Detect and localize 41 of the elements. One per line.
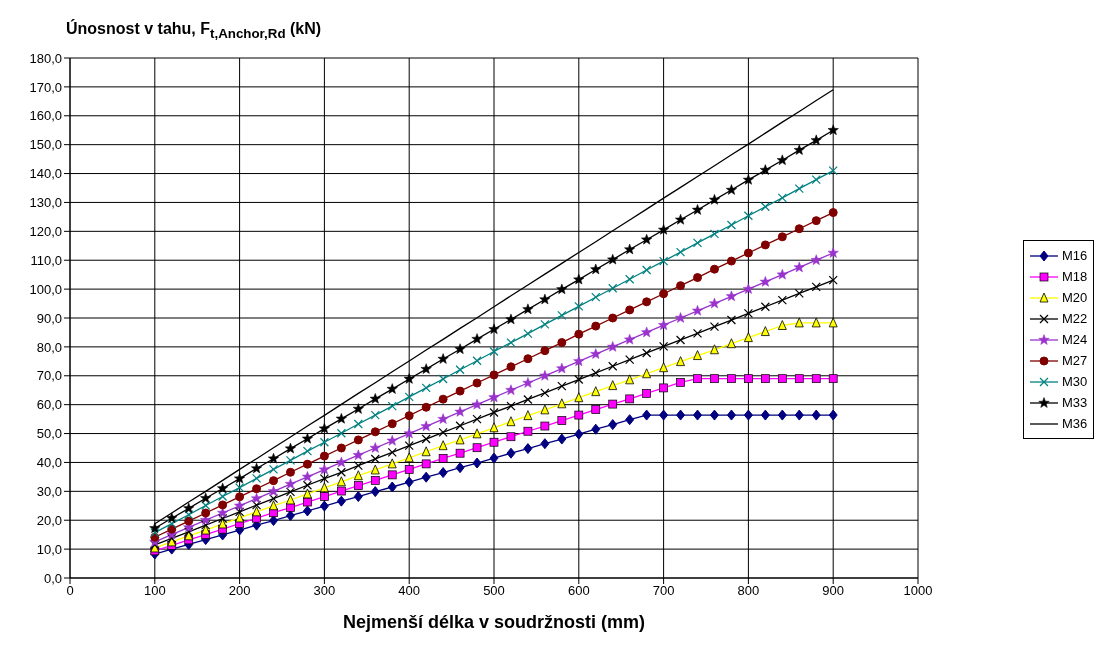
- x-tick-label: 100: [143, 583, 166, 599]
- x-tick-label: 400: [398, 583, 421, 599]
- y-tick-label: 140,0: [29, 166, 62, 182]
- y-tick-label: 90,0: [36, 310, 62, 326]
- legend-label: M18: [1062, 269, 1088, 284]
- x-tick-label: 200: [228, 583, 251, 599]
- legend-label: M16: [1062, 248, 1088, 263]
- y-tick-label: 160,0: [29, 108, 62, 124]
- y-tick-label: 40,0: [36, 455, 62, 471]
- x-tick-label: 0: [66, 583, 74, 599]
- y-tick-label: 30,0: [36, 483, 62, 499]
- legend-label: M24: [1062, 332, 1088, 347]
- y-tick-label: 180,0: [29, 50, 62, 66]
- legend-label: M27: [1062, 353, 1088, 368]
- x-axis-title: Nejmenší délka v soudržnosti (mm): [342, 612, 646, 632]
- y-tick-label: 70,0: [36, 368, 62, 384]
- y-tick-label: 20,0: [36, 512, 62, 528]
- y-tick-label: 150,0: [29, 137, 62, 153]
- y-tick-label: 170,0: [29, 79, 62, 95]
- y-tick-label: 130,0: [29, 195, 62, 211]
- y-tick-label: 120,0: [29, 223, 62, 239]
- y-tick-label: 50,0: [36, 426, 62, 442]
- legend-label: M22: [1062, 311, 1088, 326]
- y-tick-label: 80,0: [36, 339, 62, 355]
- x-tick-label: 900: [822, 583, 845, 599]
- y-tick-label: 10,0: [36, 541, 62, 557]
- legend-label: M30: [1062, 374, 1088, 389]
- legend-label: M20: [1062, 290, 1088, 305]
- x-tick-label: 500: [483, 583, 505, 599]
- y-tick-label: 110,0: [30, 252, 62, 268]
- y-tick-label: 0,0: [43, 570, 62, 586]
- x-tick-label: 700: [652, 583, 675, 599]
- x-tick-label: 600: [567, 583, 590, 599]
- y-tick-label: 60,0: [36, 397, 62, 413]
- y-tick-label: 100,0: [29, 281, 62, 297]
- x-tick-label: 1000: [903, 583, 933, 599]
- chart-title: Únosnost v tahu, F$_{t,Anchor,Rd}$ (kN): [66, 20, 322, 42]
- legend-label: M33: [1062, 395, 1088, 410]
- legend-label: M36: [1062, 416, 1088, 431]
- x-tick-label: 300: [313, 583, 336, 599]
- x-tick-label: 800: [737, 583, 760, 599]
